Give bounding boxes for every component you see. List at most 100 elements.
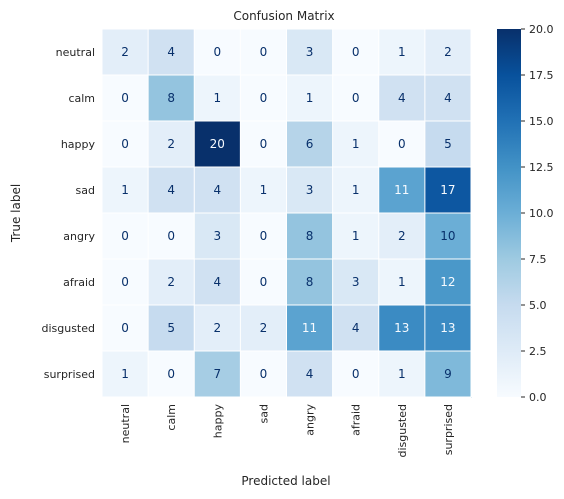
heatmap-cell (424, 305, 472, 352)
heatmap-cell (102, 75, 149, 122)
heatmap-cell (102, 259, 149, 306)
cell-value-labels: 2 4 0 0 3 0 1 20 8 1 0 1 0 4 40 2 20 0 6 1 0 51 4 4 1 3 1 11 170 0 3 0 8… (121, 45, 455, 381)
cell-value-label: 1 (398, 367, 406, 381)
cell-value-label: 2 (260, 321, 268, 335)
heatmap-cell (424, 351, 472, 398)
x-tick-label: afraid (350, 404, 363, 436)
colorbar-tick-label: 17.5 (529, 69, 554, 82)
cell-value-label: 0 (260, 275, 268, 289)
heatmap-cell (378, 213, 426, 260)
cell-value-label: 3 (306, 183, 314, 197)
cell-value-label: 2 (167, 275, 175, 289)
y-tick-label: neutral (56, 46, 95, 59)
cell-value-label: 1 (398, 275, 406, 289)
heatmap-cell (240, 167, 287, 214)
cell-value-label: 4 (167, 45, 175, 59)
cell-value-label: 11 (394, 183, 409, 197)
heatmap-cell (194, 121, 241, 168)
colorbar-tick-label: 5.0 (529, 299, 547, 312)
heatmap-cell (286, 29, 334, 76)
y-tick-label: angry (63, 230, 95, 243)
cell-value-label: 0 (121, 91, 129, 105)
heatmap-cell (378, 305, 426, 352)
y-tick-label: afraid (63, 276, 95, 289)
heatmap-cell (240, 305, 287, 352)
heatmap-cell (332, 167, 380, 214)
heatmap-cell (332, 259, 380, 306)
x-tick-label: disgusted (396, 404, 409, 458)
cell-value-label: 0 (260, 229, 268, 243)
heatmap-cell (102, 351, 149, 398)
cell-value-label: 4 (444, 91, 452, 105)
cell-value-label: 4 (213, 183, 221, 197)
cell-value-label: 17 (440, 183, 455, 197)
cell-value-label: 1 (352, 229, 360, 243)
heatmap-cell (240, 121, 287, 168)
cell-value-label: 4 (306, 367, 314, 381)
gridlines (101, 28, 472, 398)
y-tick-labels: neutral calm happy sad angry afraid disgusted s… (41, 46, 95, 381)
colorbar-tick-label: 7.5 (529, 253, 547, 266)
cell-value-label: 0 (260, 367, 268, 381)
heatmap-cell (378, 167, 426, 214)
y-tick-label: surprised (44, 368, 95, 381)
heatmap-cell (194, 259, 241, 306)
cell-value-label: 1 (352, 183, 360, 197)
cell-value-label: 11 (302, 321, 317, 335)
colorbar-tick-label: 12.5 (529, 161, 554, 174)
cell-value-label: 0 (352, 367, 360, 381)
cell-value-label: 8 (306, 275, 314, 289)
cell-value-label: 1 (306, 91, 314, 105)
heatmap-cell (102, 213, 149, 260)
heatmap-cell (148, 259, 195, 306)
y-tick-label: disgusted (41, 322, 95, 335)
cell-value-label: 13 (440, 321, 455, 335)
heatmap-cell (148, 305, 195, 352)
cell-value-label: 3 (306, 45, 314, 59)
heatmap-cell (194, 167, 241, 214)
cell-value-label: 9 (444, 367, 452, 381)
cell-value-label: 0 (213, 45, 221, 59)
cell-value-label: 2 (444, 45, 452, 59)
heatmap-cell (240, 75, 287, 122)
heatmap-cell (102, 167, 149, 214)
heatmap-cell (240, 213, 287, 260)
x-tick-label: calm (165, 404, 178, 431)
cell-value-label: 0 (260, 91, 268, 105)
cell-value-label: 10 (440, 229, 455, 243)
heatmap-cell (102, 305, 149, 352)
heatmap-cell (378, 351, 426, 398)
heatmap-cell (332, 305, 380, 352)
chart-title: Confusion Matrix (233, 9, 334, 23)
heatmap-cell (286, 121, 334, 168)
x-tick-label: surprised (442, 404, 455, 455)
heatmap-cell (286, 75, 334, 122)
heatmap-cell (332, 29, 380, 76)
cell-value-label: 0 (121, 137, 129, 151)
heatmap-cell (240, 351, 287, 398)
cell-value-label: 1 (352, 137, 360, 151)
heatmap-cells (102, 29, 472, 398)
cell-value-label: 5 (444, 137, 452, 151)
heatmap-cell (148, 167, 195, 214)
cell-value-label: 0 (352, 91, 360, 105)
cell-value-label: 8 (306, 229, 314, 243)
cell-value-label: 12 (440, 275, 455, 289)
cell-value-label: 4 (167, 183, 175, 197)
cell-value-label: 13 (394, 321, 409, 335)
heatmap-cell (194, 305, 241, 352)
heatmap-cell (148, 351, 195, 398)
heatmap-cell (378, 121, 426, 168)
cell-value-label: 1 (121, 367, 129, 381)
cell-value-label: 3 (352, 275, 360, 289)
y-axis-label: True label (9, 184, 23, 243)
heatmap-cell (148, 75, 195, 122)
heatmap-cell (332, 75, 380, 122)
cell-value-label: 0 (167, 229, 175, 243)
cell-value-label: 5 (167, 321, 175, 335)
heatmap-cell (286, 351, 334, 398)
cell-value-label: 0 (167, 367, 175, 381)
heatmap-cell (424, 75, 472, 122)
x-tick-labels: neutral calm happy sad angry afraid disgusted s… (119, 404, 455, 458)
